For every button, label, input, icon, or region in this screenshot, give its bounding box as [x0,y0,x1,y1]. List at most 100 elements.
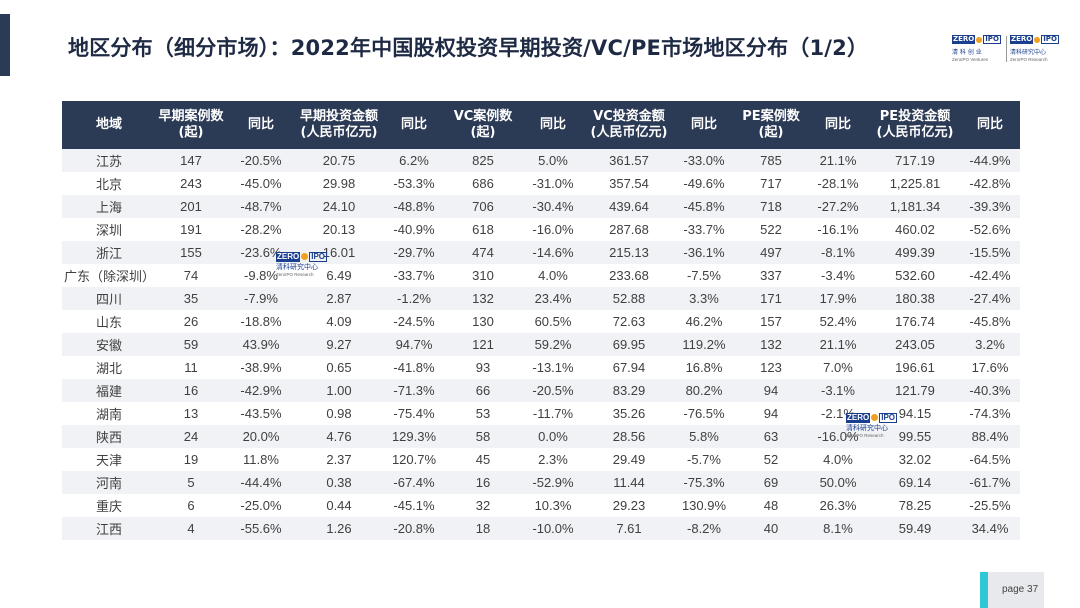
table-cell: 718 [736,195,806,218]
table-cell: 130 [446,310,520,333]
table-row: 安徽 59 43.9% 9.27 94.7% 121 59.2% 69.95 119.2% 132… [62,333,1020,356]
table-cell: 361.57 [586,149,672,172]
table-cell: 59 [156,333,226,356]
table-cell: -36.1% [672,241,736,264]
table-cell: 26 [156,310,226,333]
table-cell: 191 [156,218,226,241]
table-cell: 5.8% [672,425,736,448]
column-header: 地域 [62,101,156,149]
table-cell: -10.0% [520,517,586,540]
table-cell: 243.05 [870,333,960,356]
table-cell: -28.2% [226,218,296,241]
table-row: 江苏 147 -20.5% 20.75 6.2% 825 5.0% 361.57 -33.0% 7… [62,149,1020,172]
table-cell: 21.1% [806,333,870,356]
region-cell: 福建 [62,379,156,402]
page-title: 地区分布（细分市场）：2022年中国股权投资早期投资/VC/PE市场地区分布（1… [68,36,869,60]
table-cell: 717 [736,172,806,195]
column-header: 同比 [226,101,296,149]
table-cell: -20.5% [226,149,296,172]
table-cell: 5 [156,471,226,494]
table-cell: -2.1% [806,402,870,425]
logo-en-text: ZeroIPO Research [1010,57,1048,62]
column-header: 同比 [806,101,870,149]
region-cell: 重庆 [62,494,156,517]
table-cell: 66 [446,379,520,402]
table-cell: 1,225.81 [870,172,960,195]
column-header-line1: PE投资金额 [879,109,951,124]
table-cell: 11 [156,356,226,379]
column-header-line1: 地域 [95,117,122,132]
region-cell: 山东 [62,310,156,333]
column-header: 同比 [382,101,446,149]
table-cell: 72.63 [586,310,672,333]
table-cell: 785 [736,149,806,172]
table-cell: -11.7% [520,402,586,425]
table-cell: -75.4% [382,402,446,425]
table-cell: -9.8% [226,264,296,287]
table-cell: 58 [446,425,520,448]
table-cell: -42.9% [226,379,296,402]
table-cell: -41.8% [382,356,446,379]
table-cell: 94.15 [870,402,960,425]
table-cell: -45.1% [382,494,446,517]
table-cell: 94 [736,379,806,402]
table-cell: -45.8% [960,310,1020,333]
table-cell: 59.2% [520,333,586,356]
table-cell: 10.3% [520,494,586,517]
table-cell: 0.44 [296,494,382,517]
column-header: 同比 [960,101,1020,149]
region-cell: 深圳 [62,218,156,241]
table-cell: -16.0% [806,425,870,448]
table-cell: 16 [446,471,520,494]
table-cell: -13.1% [520,356,586,379]
table-cell: -67.4% [382,471,446,494]
table-cell: 18 [446,517,520,540]
left-accent-bar [0,14,10,76]
table-cell: 11.8% [226,448,296,471]
column-header: 早期投资金额 (人民币亿元) [296,101,382,149]
region-cell: 陕西 [62,425,156,448]
region-cell: 江西 [62,517,156,540]
table-cell: -48.7% [226,195,296,218]
table-cell: -74.3% [960,402,1020,425]
table-cell: -3.4% [806,264,870,287]
table-cell: -48.8% [382,195,446,218]
table-cell: 4.09 [296,310,382,333]
table-cell: 80.2% [672,379,736,402]
table-cell: 474 [446,241,520,264]
table-cell: 706 [446,195,520,218]
table-cell: 17.6% [960,356,1020,379]
column-header: 同比 [672,101,736,149]
table-cell: 40 [736,517,806,540]
table-cell: 129.3% [382,425,446,448]
table-cell: 29.23 [586,494,672,517]
table-cell: 121.79 [870,379,960,402]
table-cell: 4 [156,517,226,540]
table-cell: 16.8% [672,356,736,379]
table-cell: -18.8% [226,310,296,333]
table-cell: 4.76 [296,425,382,448]
table-cell: -25.5% [960,494,1020,517]
table-cell: -42.4% [960,264,1020,287]
table-cell: 132 [446,287,520,310]
table-row: 江西 4 -55.6% 1.26 -20.8% 18 -10.0% 7.61 -8.2% 40 8.… [62,517,1020,540]
region-cell: 江苏 [62,149,156,172]
table-cell: -52.9% [520,471,586,494]
table-cell: 20.13 [296,218,382,241]
table-row: 河南 5 -44.4% 0.38 -67.4% 16 -52.9% 11.44 -75.3% 69… [62,471,1020,494]
dot-icon [976,36,983,43]
page-number-box: page 37 [980,572,1044,608]
table-cell: 16 [156,379,226,402]
table-cell: -29.7% [382,241,446,264]
table-row: 上海 201 -48.7% 24.10 -48.8% 706 -30.4% 439.64 -45… [62,195,1020,218]
table-row: 浙江 155 -23.6% 16.01 -29.7% 474 -14.6% 215.13 -36… [62,241,1020,264]
table-cell: -1.2% [382,287,446,310]
table-row: 广东（除深圳） 74 -9.8% 6.49 -33.7% 310 4.0% 233.68 -7.… [62,264,1020,287]
table-cell: 35.26 [586,402,672,425]
table-cell: 20.0% [226,425,296,448]
table-cell: 439.64 [586,195,672,218]
table-cell: 1.26 [296,517,382,540]
table-cell: 287.68 [586,218,672,241]
column-header-line1: 同比 [539,117,566,132]
column-header-line2: (人民币亿元) [300,125,378,140]
